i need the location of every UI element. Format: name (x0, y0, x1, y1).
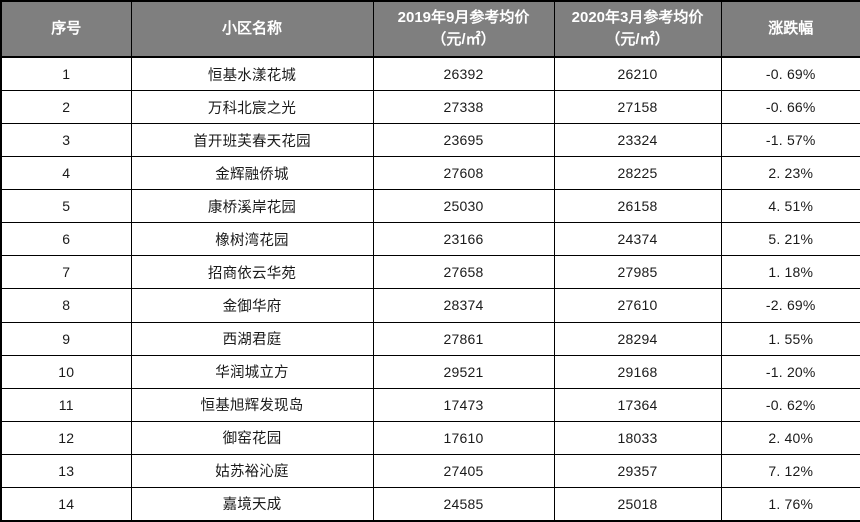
table-row: 4 金辉融侨城 27608 28225 2. 23% (0, 156, 860, 191)
table-row: 12 御窑花园 17610 18033 2. 40% (0, 420, 860, 455)
cell-price-2020: 27610 (553, 288, 722, 323)
cell-index: 11 (0, 387, 132, 422)
cell-price-2020: 24374 (553, 222, 722, 257)
cell-price-2019: 27658 (372, 255, 555, 290)
cell-change-percent: 2. 40% (720, 420, 860, 455)
cell-price-2019: 23166 (372, 222, 555, 257)
cell-price-2020: 25018 (553, 486, 722, 522)
table-row: 13 姑苏裕沁庭 27405 29357 7. 12% (0, 453, 860, 488)
cell-change-percent: 4. 51% (720, 189, 860, 224)
cell-community-name: 金御华府 (130, 288, 374, 323)
cell-price-2019: 27608 (372, 156, 555, 191)
cell-price-2020: 17364 (553, 387, 722, 422)
cell-index: 3 (0, 123, 132, 158)
cell-community-name: 康桥溪岸花园 (130, 189, 374, 224)
column-header-price-2020-03: 2020年3月参考均价 （元/㎡） (553, 0, 722, 58)
cell-price-2019: 23695 (372, 123, 555, 158)
cell-change-percent: 5. 21% (720, 222, 860, 257)
table-row: 7 招商依云华苑 27658 27985 1. 18% (0, 255, 860, 290)
column-header-index: 序号 (0, 0, 132, 58)
cell-community-name: 橡树湾花园 (130, 222, 374, 257)
table-row: 11 恒基旭辉发现岛 17473 17364 -0. 62% (0, 387, 860, 422)
cell-index: 5 (0, 189, 132, 224)
cell-change-percent: 1. 55% (720, 321, 860, 356)
cell-price-2019: 27405 (372, 453, 555, 488)
cell-index: 7 (0, 255, 132, 290)
cell-price-2020: 29357 (553, 453, 722, 488)
cell-index: 14 (0, 486, 132, 522)
cell-index: 2 (0, 90, 132, 125)
cell-price-2019: 27861 (372, 321, 555, 356)
table-row: 6 橡树湾花园 23166 24374 5. 21% (0, 222, 860, 257)
cell-change-percent: 1. 18% (720, 255, 860, 290)
cell-community-name: 首开班芙春天花园 (130, 123, 374, 158)
cell-price-2019: 25030 (372, 189, 555, 224)
cell-price-2020: 23324 (553, 123, 722, 158)
cell-index: 10 (0, 354, 132, 389)
table-body: 1 恒基水漾花城 26392 26210 -0. 69% 2 万科北宸之光 27… (0, 56, 860, 522)
cell-change-percent: -1. 20% (720, 354, 860, 389)
table-row: 2 万科北宸之光 27338 27158 -0. 66% (0, 90, 860, 125)
cell-price-2020: 27158 (553, 90, 722, 125)
cell-community-name: 万科北宸之光 (130, 90, 374, 125)
cell-change-percent: -0. 66% (720, 90, 860, 125)
cell-community-name: 金辉融侨城 (130, 156, 374, 191)
cell-price-2019: 17473 (372, 387, 555, 422)
cell-index: 4 (0, 156, 132, 191)
table-row: 8 金御华府 28374 27610 -2. 69% (0, 288, 860, 323)
cell-price-2019: 24585 (372, 486, 555, 522)
cell-index: 1 (0, 56, 132, 92)
cell-community-name: 恒基旭辉发现岛 (130, 387, 374, 422)
table-row: 14 嘉境天成 24585 25018 1. 76% (0, 486, 860, 522)
cell-change-percent: 7. 12% (720, 453, 860, 488)
column-header-community: 小区名称 (130, 0, 374, 58)
table-row: 9 西湖君庭 27861 28294 1. 55% (0, 321, 860, 356)
cell-price-2019: 26392 (372, 56, 555, 92)
cell-index: 13 (0, 453, 132, 488)
column-header-change: 涨跌幅 (720, 0, 860, 58)
cell-price-2020: 26158 (553, 189, 722, 224)
header-row: 序号 小区名称 2019年9月参考均价 （元/㎡） 2020年3月参考均价 （元… (0, 0, 860, 58)
cell-price-2020: 28225 (553, 156, 722, 191)
cell-community-name: 嘉境天成 (130, 486, 374, 522)
cell-price-2019: 17610 (372, 420, 555, 455)
cell-price-2019: 28374 (372, 288, 555, 323)
cell-price-2020: 27985 (553, 255, 722, 290)
cell-index: 6 (0, 222, 132, 257)
cell-index: 9 (0, 321, 132, 356)
cell-community-name: 御窑花园 (130, 420, 374, 455)
cell-change-percent: 2. 23% (720, 156, 860, 191)
cell-price-2020: 29168 (553, 354, 722, 389)
cell-index: 12 (0, 420, 132, 455)
cell-price-2019: 27338 (372, 90, 555, 125)
cell-community-name: 西湖君庭 (130, 321, 374, 356)
cell-community-name: 华润城立方 (130, 354, 374, 389)
cell-change-percent: 1. 76% (720, 486, 860, 522)
table-row: 5 康桥溪岸花园 25030 26158 4. 51% (0, 189, 860, 224)
table-row: 1 恒基水漾花城 26392 26210 -0. 69% (0, 56, 860, 92)
cell-community-name: 招商依云华苑 (130, 255, 374, 290)
cell-change-percent: -2. 69% (720, 288, 860, 323)
table-row: 10 华润城立方 29521 29168 -1. 20% (0, 354, 860, 389)
cell-community-name: 恒基水漾花城 (130, 56, 374, 92)
cell-price-2020: 28294 (553, 321, 722, 356)
cell-price-2019: 29521 (372, 354, 555, 389)
cell-price-2020: 18033 (553, 420, 722, 455)
cell-change-percent: -0. 62% (720, 387, 860, 422)
table-row: 3 首开班芙春天花园 23695 23324 -1. 57% (0, 123, 860, 158)
table-header: 序号 小区名称 2019年9月参考均价 （元/㎡） 2020年3月参考均价 （元… (0, 0, 860, 58)
cell-community-name: 姑苏裕沁庭 (130, 453, 374, 488)
cell-price-2020: 26210 (553, 56, 722, 92)
column-header-price-2019-09: 2019年9月参考均价 （元/㎡） (372, 0, 555, 58)
cell-change-percent: -1. 57% (720, 123, 860, 158)
cell-change-percent: -0. 69% (720, 56, 860, 92)
cell-index: 8 (0, 288, 132, 323)
